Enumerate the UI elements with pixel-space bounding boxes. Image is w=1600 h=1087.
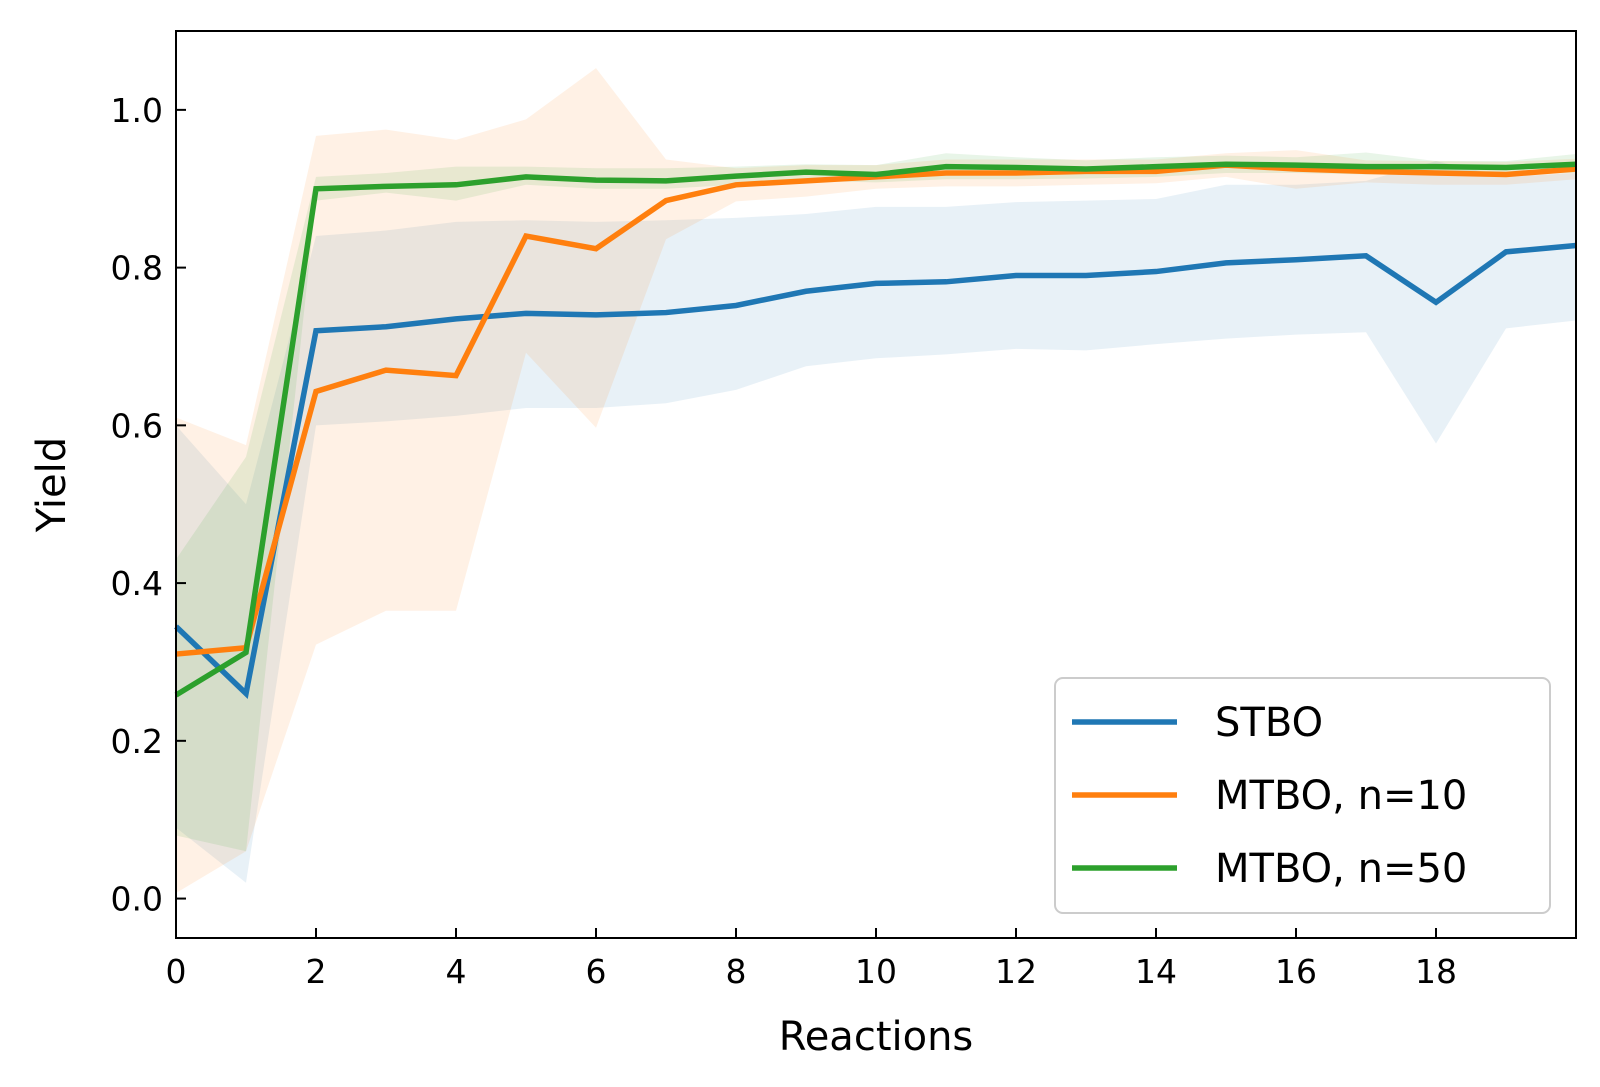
series-2-band: [176, 68, 1576, 894]
legend-label-3: MTBO, n=50: [1215, 846, 1467, 892]
x-tick-label: 2: [306, 952, 327, 991]
series-1-line: [174, 242, 1577, 699]
series-lines: [174, 161, 1577, 699]
y-axis-label: Yield: [29, 437, 75, 533]
x-axis-label: Reactions: [779, 1014, 974, 1060]
x-tick-label: 4: [446, 952, 467, 991]
legend-box: [1054, 677, 1551, 914]
series-1-band: [176, 161, 1576, 883]
y-axis: 0.0 0.2 0.4 0.6 0.8 1.0: [111, 91, 186, 919]
x-tick-label: 8: [726, 952, 747, 991]
series-3-line: [174, 161, 1577, 698]
x-tick-label: 18: [1415, 952, 1457, 991]
confidence-bands: [176, 68, 1576, 894]
legend: STBO MTBO, n=10 MTBO, n=50: [1054, 677, 1551, 914]
x-tick-label: 0: [166, 952, 187, 991]
y-tick-label: 0.8: [111, 249, 163, 288]
x-tick-label: 14: [1135, 952, 1177, 991]
y-tick-label: 0.0: [111, 880, 163, 919]
x-tick-label: 6: [586, 952, 607, 991]
legend-label-2: MTBO, n=10: [1215, 773, 1467, 819]
x-tick-label: 16: [1275, 952, 1317, 991]
x-tick-label: 12: [995, 952, 1037, 991]
legend-label-1: STBO: [1215, 700, 1323, 746]
y-tick-label: 0.6: [111, 406, 163, 445]
y-tick-label: 1.0: [111, 91, 163, 130]
y-tick-label: 0.4: [111, 564, 163, 603]
y-tick-label: 0.2: [111, 722, 163, 761]
x-axis: 0 2 4 6 8 10 12 14 16 18: [166, 928, 1457, 991]
x-tick-label: 10: [855, 952, 897, 991]
